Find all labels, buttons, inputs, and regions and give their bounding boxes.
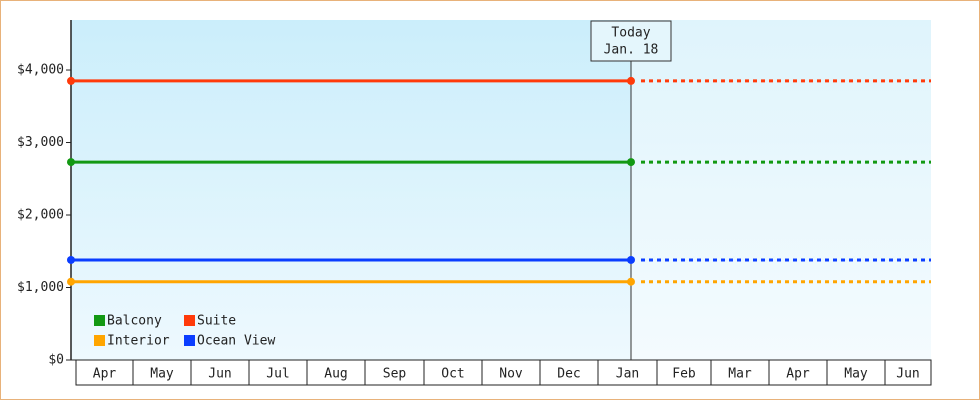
x-tick-label: Dec xyxy=(557,367,580,382)
legend-label: Balcony xyxy=(107,314,162,329)
x-tick-label: Jun xyxy=(208,367,231,382)
legend-swatch xyxy=(184,315,195,326)
y-tick-label: $2,000 xyxy=(17,208,64,223)
x-tick-label: Jun xyxy=(896,367,919,382)
x-category-cell xyxy=(364,359,425,386)
plot-background xyxy=(71,20,631,360)
legend-label: Ocean View xyxy=(197,334,275,349)
x-category-cell xyxy=(248,359,308,386)
x-category-cell xyxy=(656,359,712,386)
today-box xyxy=(590,20,672,62)
point xyxy=(67,255,75,264)
y-tick-label: $0 xyxy=(48,353,64,368)
x-category-cell xyxy=(190,359,250,386)
x-tick-label: Apr xyxy=(93,367,117,382)
y-tick-label: $1,000 xyxy=(17,280,64,295)
point xyxy=(67,277,75,286)
legend-swatch xyxy=(94,315,105,326)
x-tick-label: Jul xyxy=(266,367,289,382)
point xyxy=(627,277,635,286)
plot-background-future xyxy=(631,20,931,360)
x-tick-label: May xyxy=(844,367,868,382)
legend-label: Suite xyxy=(197,314,236,329)
point xyxy=(67,158,75,167)
x-tick-label: May xyxy=(150,367,174,382)
x-category-cell xyxy=(826,359,886,386)
x-tick-label: Aug xyxy=(324,367,347,382)
point xyxy=(627,158,635,167)
today-label: Jan. 18 xyxy=(604,43,659,58)
y-tick-label: $3,000 xyxy=(17,135,64,150)
today-label: Today xyxy=(611,26,650,41)
legend-swatch xyxy=(94,335,105,346)
x-tick-label: Oct xyxy=(441,367,464,382)
point xyxy=(627,76,635,85)
x-tick-label: Apr xyxy=(786,367,810,382)
x-tick-label: Jan xyxy=(616,367,639,382)
x-category-cell xyxy=(539,359,599,386)
x-tick-label: Mar xyxy=(728,367,752,382)
legend-swatch xyxy=(184,335,195,346)
x-tick-label: Sep xyxy=(383,367,407,382)
x-tick-label: Nov xyxy=(499,367,523,382)
x-category-cell xyxy=(75,359,134,386)
x-category-cell xyxy=(306,359,366,386)
x-category-cell xyxy=(768,359,828,386)
legend-label: Interior xyxy=(107,334,170,349)
point xyxy=(627,255,635,264)
x-tick-label: Feb xyxy=(672,367,696,382)
x-category-cell xyxy=(884,359,932,386)
x-category-cell xyxy=(132,359,192,386)
point xyxy=(67,76,75,85)
y-tick-label: $4,000 xyxy=(17,63,64,78)
